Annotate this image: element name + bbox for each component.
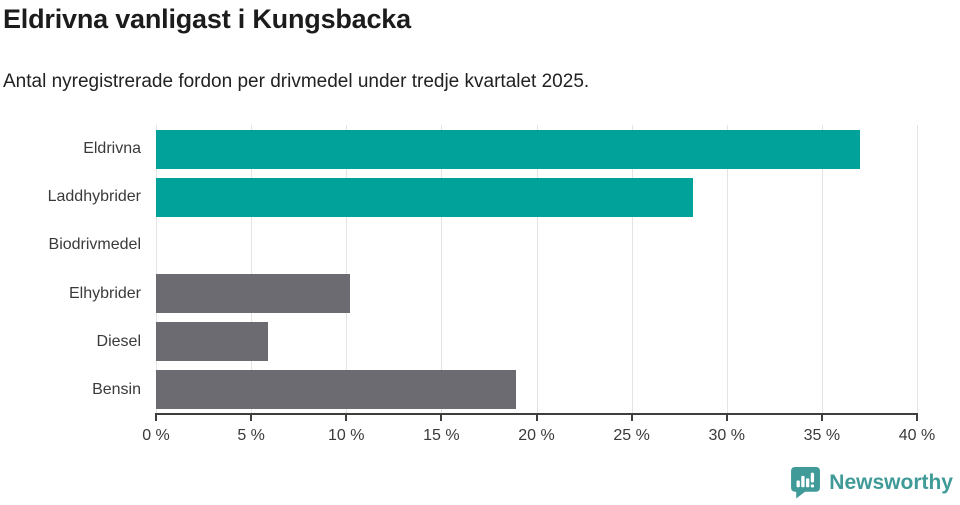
- bar-eldrivna: [156, 129, 860, 169]
- bar-elhybrider: [156, 274, 351, 314]
- chart-subtitle: Antal nyregistrerade fordon per drivmede…: [3, 71, 590, 92]
- x-axis-line: [155, 413, 918, 415]
- bar-bensin: [156, 370, 516, 410]
- y-axis-label-biodrivmedel: Biodrivmedel: [48, 236, 141, 254]
- x-tick-label-30: 30 %: [708, 427, 745, 444]
- plot-area: 0 % 5 % 10 % 15 % 20 % 25 % 30 % 35 % 40 %: [142, 125, 935, 444]
- x-tick-label-5: 5 %: [237, 427, 265, 444]
- gridline-30: [726, 125, 728, 414]
- chart-title: Eldrivna vanligast i Kungsbacka: [3, 4, 411, 34]
- newsworthy-logo-icon: [791, 467, 821, 499]
- x-tick-label-35: 35 %: [803, 427, 841, 444]
- x-tick-5: [250, 415, 253, 421]
- x-tick-35: [820, 415, 823, 421]
- x-tick-10: [345, 415, 348, 421]
- x-tick-label-0: 0 %: [142, 427, 170, 444]
- gridline-15: [441, 125, 443, 414]
- gridline-40: [917, 125, 918, 414]
- x-tick-label-10: 10 %: [328, 427, 365, 444]
- x-tick-25: [630, 415, 633, 421]
- gridline-35: [821, 125, 823, 414]
- gridline-0: [156, 125, 157, 414]
- gridline-5: [251, 125, 253, 414]
- y-axis-label-laddhybrider: Laddhybrider: [47, 188, 141, 206]
- bar-diesel: [156, 322, 269, 362]
- y-axis-label-diesel: Diesel: [96, 332, 141, 350]
- y-axis-label-eldrivna: Eldrivna: [83, 140, 141, 157]
- x-tick-label-20: 20 %: [518, 427, 555, 444]
- x-tick-15: [440, 415, 443, 421]
- bar-laddhybrider: [156, 177, 693, 217]
- brand-footer: Newsworthy: [790, 466, 953, 499]
- x-tick-30: [725, 415, 728, 421]
- x-tick-label-25: 25 %: [613, 427, 650, 444]
- gridline-20: [536, 125, 538, 414]
- gridline-10: [346, 125, 348, 414]
- gridline-25: [631, 125, 633, 414]
- y-axis-label-bensin: Bensin: [92, 380, 141, 398]
- x-tick-label-15: 15 %: [423, 427, 460, 444]
- x-tick-0: [155, 415, 157, 421]
- brand-name: Newsworthy: [829, 470, 953, 494]
- x-tick-label-40: 40 %: [898, 427, 936, 444]
- y-axis-label-elhybrider: Elhybrider: [68, 284, 141, 302]
- y-axis-labels: Eldrivna Laddhybrider Biodrivmedel Elhybrid…: [0, 125, 141, 414]
- x-tick-40: [916, 415, 918, 421]
- x-tick-20: [535, 415, 538, 421]
